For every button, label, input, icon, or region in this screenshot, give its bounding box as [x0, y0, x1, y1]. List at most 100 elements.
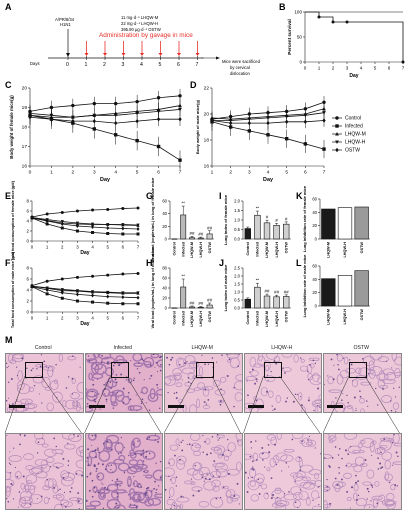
- tissue-alveolus: [283, 493, 297, 501]
- tissue-alveolus: [131, 437, 141, 448]
- tissue-alveolus: [173, 372, 182, 380]
- tissue-alveolus: [347, 445, 361, 454]
- tissue-alveolus: [380, 437, 393, 442]
- tissue-nucleus: [362, 464, 364, 466]
- tissue-nucleus: [16, 366, 18, 368]
- tissue-nucleus: [9, 472, 12, 474]
- tissue-alveolus: [15, 404, 25, 412]
- tissue-alveolus: [225, 488, 236, 499]
- y-tick-label: 6: [27, 277, 30, 282]
- tissue-nucleus: [70, 487, 73, 489]
- data-point: [92, 101, 96, 106]
- bar: [321, 208, 336, 240]
- tissue-alveolus: [248, 467, 256, 479]
- tissue-nucleus: [139, 453, 142, 456]
- tissue-nucleus: [389, 400, 392, 402]
- data-point: [91, 274, 95, 278]
- x-tick-label: 6: [388, 66, 391, 71]
- tissue-nucleus: [371, 486, 374, 488]
- tissue-alveolus: [152, 469, 163, 481]
- legend-marker: [335, 147, 339, 153]
- category-label: Control: [246, 242, 250, 256]
- tissue-nucleus: [85, 475, 88, 478]
- tissue-alveolus: [51, 449, 64, 454]
- tissue-nucleus: [294, 393, 296, 395]
- tissue-nucleus: [154, 439, 156, 441]
- tissue-nucleus: [152, 354, 155, 356]
- tissue-nucleus: [88, 489, 91, 492]
- x-tick-label: 2: [72, 170, 75, 176]
- tissue-nucleus: [316, 387, 319, 390]
- category-label: LHQW-H: [275, 311, 279, 327]
- tissue-alveolus: [343, 406, 354, 412]
- data-point: [121, 295, 125, 300]
- tissue-nucleus: [338, 472, 340, 474]
- tissue-alveolus: [292, 354, 299, 363]
- tissue-nucleus: [77, 498, 79, 500]
- tissue-alveolus: [117, 454, 125, 462]
- tissue-alveolus: [111, 489, 127, 494]
- tissue-nucleus: [255, 399, 257, 402]
- tissue-nucleus: [148, 409, 150, 412]
- histology-title: OSTW: [353, 345, 370, 351]
- tissue-nucleus: [366, 498, 368, 500]
- tissue-nucleus: [338, 466, 340, 469]
- tissue-alveolus: [253, 473, 265, 484]
- tissue-nucleus: [207, 363, 210, 365]
- tissue-alveolus: [106, 498, 121, 509]
- tissue-nucleus: [86, 403, 88, 405]
- scale-bar: [9, 405, 25, 408]
- panel-label-d: D: [190, 80, 197, 90]
- tissue-nucleus: [67, 376, 70, 378]
- tissue-nucleus: [216, 468, 218, 471]
- y-tick-label: 60: [162, 276, 167, 281]
- tissue-alveolus: [68, 497, 83, 501]
- tissue-nucleus: [220, 388, 222, 391]
- tissue-alveolus: [266, 467, 270, 472]
- tissue-nucleus: [237, 440, 239, 442]
- connector-line: [211, 375, 241, 434]
- tissue-alveolus: [235, 434, 242, 441]
- tissue-nucleus: [251, 460, 254, 463]
- tissue-nucleus: [380, 451, 382, 454]
- tissue-nucleus: [7, 365, 10, 367]
- tissue-nucleus: [249, 441, 252, 443]
- infection-strain: A/PR/8/34: [55, 17, 75, 22]
- tissue-nucleus: [67, 464, 70, 467]
- timeline-day-label: 7: [196, 62, 199, 68]
- tissue-alveolus: [191, 486, 203, 492]
- tissue-alveolus: [169, 486, 175, 498]
- tissue-nucleus: [182, 496, 184, 498]
- category-label: LHQW-H: [199, 242, 203, 258]
- tissue-nucleus: [201, 377, 203, 379]
- x-tick-label: 5: [106, 316, 109, 321]
- tissue-nucleus: [250, 468, 253, 470]
- tissue-nucleus: [181, 449, 184, 452]
- tissue-nucleus: [332, 378, 335, 381]
- tissue-alveolus: [150, 354, 159, 359]
- tissue-nucleus: [62, 476, 65, 479]
- legend-label: Control: [345, 116, 361, 122]
- tissue-alveolus: [373, 497, 379, 508]
- data-point: [247, 120, 252, 126]
- x-tick-label: 1: [211, 170, 214, 176]
- panel-label-l: L: [296, 258, 302, 268]
- tissue-nucleus: [148, 452, 150, 455]
- tissue-nucleus: [103, 393, 105, 395]
- histology-high-mag: [243, 433, 322, 510]
- tissue-nucleus: [145, 487, 148, 490]
- tissue-nucleus: [329, 502, 332, 505]
- tissue-nucleus: [120, 436, 122, 439]
- tissue-alveolus: [129, 405, 142, 411]
- tissue-alveolus: [46, 402, 54, 412]
- admin-arrowhead: [84, 53, 89, 56]
- tissue-nucleus: [334, 477, 337, 480]
- tissue-nucleus: [250, 476, 253, 479]
- significance-mark: **: [181, 201, 185, 206]
- tissue-nucleus: [246, 394, 249, 397]
- tissue-alveolus: [235, 374, 242, 381]
- data-point: [135, 99, 139, 104]
- panel-label-b: B: [279, 2, 286, 12]
- tissue-nucleus: [155, 361, 158, 364]
- tissue-alveolus: [211, 479, 221, 488]
